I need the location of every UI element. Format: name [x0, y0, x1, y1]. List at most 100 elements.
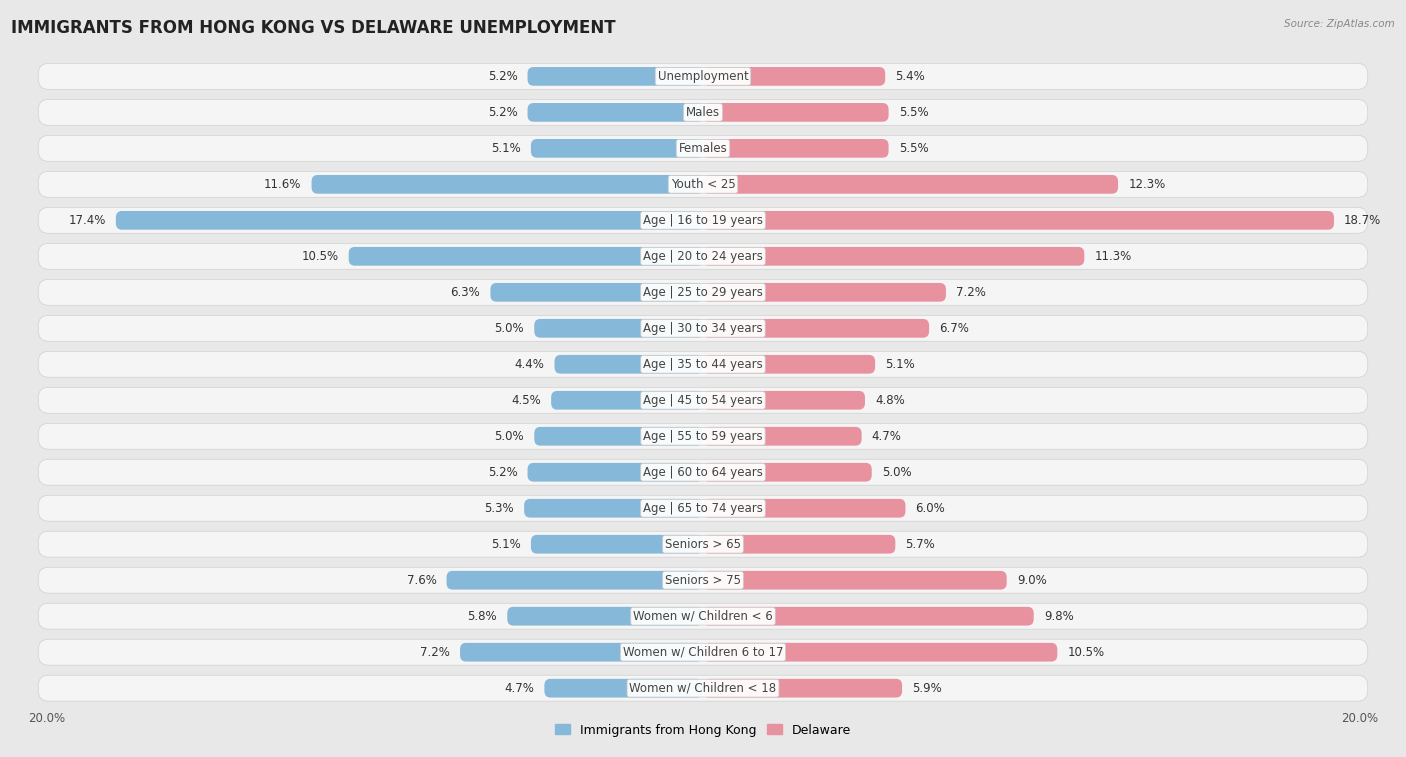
Text: Unemployment: Unemployment	[658, 70, 748, 83]
FancyBboxPatch shape	[491, 283, 703, 302]
Text: Seniors > 65: Seniors > 65	[665, 537, 741, 551]
FancyBboxPatch shape	[703, 391, 865, 410]
Text: Age | 55 to 59 years: Age | 55 to 59 years	[643, 430, 763, 443]
Text: 5.7%: 5.7%	[905, 537, 935, 551]
FancyBboxPatch shape	[703, 103, 889, 122]
FancyBboxPatch shape	[447, 571, 703, 590]
FancyBboxPatch shape	[38, 207, 1368, 233]
Text: 5.2%: 5.2%	[488, 106, 517, 119]
FancyBboxPatch shape	[38, 459, 1368, 485]
FancyBboxPatch shape	[703, 211, 1334, 229]
FancyBboxPatch shape	[544, 679, 703, 697]
FancyBboxPatch shape	[703, 571, 1007, 590]
FancyBboxPatch shape	[38, 316, 1368, 341]
FancyBboxPatch shape	[703, 139, 889, 157]
Text: Women w/ Children < 18: Women w/ Children < 18	[630, 682, 776, 695]
FancyBboxPatch shape	[460, 643, 703, 662]
Text: Age | 60 to 64 years: Age | 60 to 64 years	[643, 466, 763, 478]
FancyBboxPatch shape	[508, 607, 703, 625]
FancyBboxPatch shape	[703, 355, 875, 374]
FancyBboxPatch shape	[38, 423, 1368, 449]
FancyBboxPatch shape	[115, 211, 703, 229]
Text: Age | 30 to 34 years: Age | 30 to 34 years	[643, 322, 763, 335]
FancyBboxPatch shape	[703, 607, 1033, 625]
FancyBboxPatch shape	[38, 388, 1368, 413]
Text: 5.0%: 5.0%	[882, 466, 911, 478]
Text: 5.1%: 5.1%	[491, 537, 520, 551]
Text: Source: ZipAtlas.com: Source: ZipAtlas.com	[1284, 19, 1395, 29]
FancyBboxPatch shape	[703, 643, 1057, 662]
FancyBboxPatch shape	[531, 139, 703, 157]
Text: 5.2%: 5.2%	[488, 70, 517, 83]
FancyBboxPatch shape	[703, 67, 886, 86]
FancyBboxPatch shape	[38, 136, 1368, 161]
FancyBboxPatch shape	[554, 355, 703, 374]
FancyBboxPatch shape	[534, 319, 703, 338]
Text: 10.5%: 10.5%	[1067, 646, 1105, 659]
FancyBboxPatch shape	[38, 279, 1368, 305]
Text: Seniors > 75: Seniors > 75	[665, 574, 741, 587]
FancyBboxPatch shape	[38, 603, 1368, 629]
Text: 4.4%: 4.4%	[515, 358, 544, 371]
Text: 7.6%: 7.6%	[406, 574, 436, 587]
Text: 18.7%: 18.7%	[1344, 213, 1381, 227]
FancyBboxPatch shape	[534, 427, 703, 446]
FancyBboxPatch shape	[703, 463, 872, 481]
Text: 4.7%: 4.7%	[872, 430, 901, 443]
FancyBboxPatch shape	[312, 175, 703, 194]
Text: 5.5%: 5.5%	[898, 142, 928, 155]
FancyBboxPatch shape	[38, 243, 1368, 269]
FancyBboxPatch shape	[703, 175, 1118, 194]
Text: 6.7%: 6.7%	[939, 322, 969, 335]
Text: Age | 20 to 24 years: Age | 20 to 24 years	[643, 250, 763, 263]
Text: 5.3%: 5.3%	[485, 502, 515, 515]
FancyBboxPatch shape	[38, 64, 1368, 89]
FancyBboxPatch shape	[38, 495, 1368, 522]
Text: 9.0%: 9.0%	[1017, 574, 1046, 587]
Text: 5.2%: 5.2%	[488, 466, 517, 478]
FancyBboxPatch shape	[38, 171, 1368, 198]
Text: 12.3%: 12.3%	[1128, 178, 1166, 191]
Text: 6.0%: 6.0%	[915, 502, 945, 515]
Text: Females: Females	[679, 142, 727, 155]
FancyBboxPatch shape	[531, 535, 703, 553]
Text: 10.5%: 10.5%	[301, 250, 339, 263]
Text: Males: Males	[686, 106, 720, 119]
Text: Age | 35 to 44 years: Age | 35 to 44 years	[643, 358, 763, 371]
FancyBboxPatch shape	[38, 351, 1368, 377]
Text: Women w/ Children < 6: Women w/ Children < 6	[633, 609, 773, 623]
FancyBboxPatch shape	[703, 283, 946, 302]
Text: 5.8%: 5.8%	[468, 609, 498, 623]
Text: Age | 45 to 54 years: Age | 45 to 54 years	[643, 394, 763, 407]
FancyBboxPatch shape	[38, 99, 1368, 126]
Legend: Immigrants from Hong Kong, Delaware: Immigrants from Hong Kong, Delaware	[550, 718, 856, 742]
FancyBboxPatch shape	[38, 639, 1368, 665]
FancyBboxPatch shape	[703, 427, 862, 446]
Text: 5.1%: 5.1%	[886, 358, 915, 371]
FancyBboxPatch shape	[703, 499, 905, 518]
FancyBboxPatch shape	[527, 103, 703, 122]
Text: 9.8%: 9.8%	[1043, 609, 1074, 623]
FancyBboxPatch shape	[38, 567, 1368, 593]
FancyBboxPatch shape	[38, 531, 1368, 557]
Text: 20.0%: 20.0%	[1341, 712, 1378, 724]
Text: 7.2%: 7.2%	[956, 286, 986, 299]
Text: 6.3%: 6.3%	[450, 286, 481, 299]
Text: 5.9%: 5.9%	[912, 682, 942, 695]
Text: 7.2%: 7.2%	[420, 646, 450, 659]
Text: 4.8%: 4.8%	[875, 394, 905, 407]
FancyBboxPatch shape	[703, 535, 896, 553]
Text: 11.3%: 11.3%	[1094, 250, 1132, 263]
Text: 4.5%: 4.5%	[512, 394, 541, 407]
Text: 5.0%: 5.0%	[495, 322, 524, 335]
Text: 4.7%: 4.7%	[505, 682, 534, 695]
Text: 5.0%: 5.0%	[495, 430, 524, 443]
Text: 5.4%: 5.4%	[896, 70, 925, 83]
Text: 17.4%: 17.4%	[69, 213, 105, 227]
FancyBboxPatch shape	[527, 67, 703, 86]
Text: Age | 65 to 74 years: Age | 65 to 74 years	[643, 502, 763, 515]
Text: IMMIGRANTS FROM HONG KONG VS DELAWARE UNEMPLOYMENT: IMMIGRANTS FROM HONG KONG VS DELAWARE UN…	[11, 19, 616, 37]
FancyBboxPatch shape	[551, 391, 703, 410]
FancyBboxPatch shape	[524, 499, 703, 518]
Text: Youth < 25: Youth < 25	[671, 178, 735, 191]
